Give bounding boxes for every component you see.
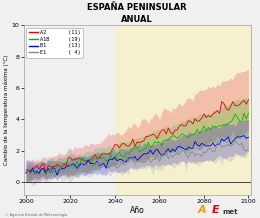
Text: © Agencia Estatal de Meteorología: © Agencia Estatal de Meteorología	[5, 213, 67, 217]
Legend: A2       (11), A1B      (19), B1       (13), E1       ( 4): A2 (11), A1B (19), B1 (13), E1 ( 4)	[26, 28, 83, 58]
X-axis label: Año: Año	[130, 206, 145, 215]
Bar	[115, 25, 251, 195]
Text: E: E	[212, 205, 219, 215]
Y-axis label: Cambio de la temperatura máxima (°C): Cambio de la temperatura máxima (°C)	[3, 55, 9, 165]
Title: ESPAÑA PENINSULAR
ANUAL: ESPAÑA PENINSULAR ANUAL	[87, 3, 187, 24]
Text: A: A	[198, 205, 206, 215]
Text: met: met	[222, 208, 238, 215]
